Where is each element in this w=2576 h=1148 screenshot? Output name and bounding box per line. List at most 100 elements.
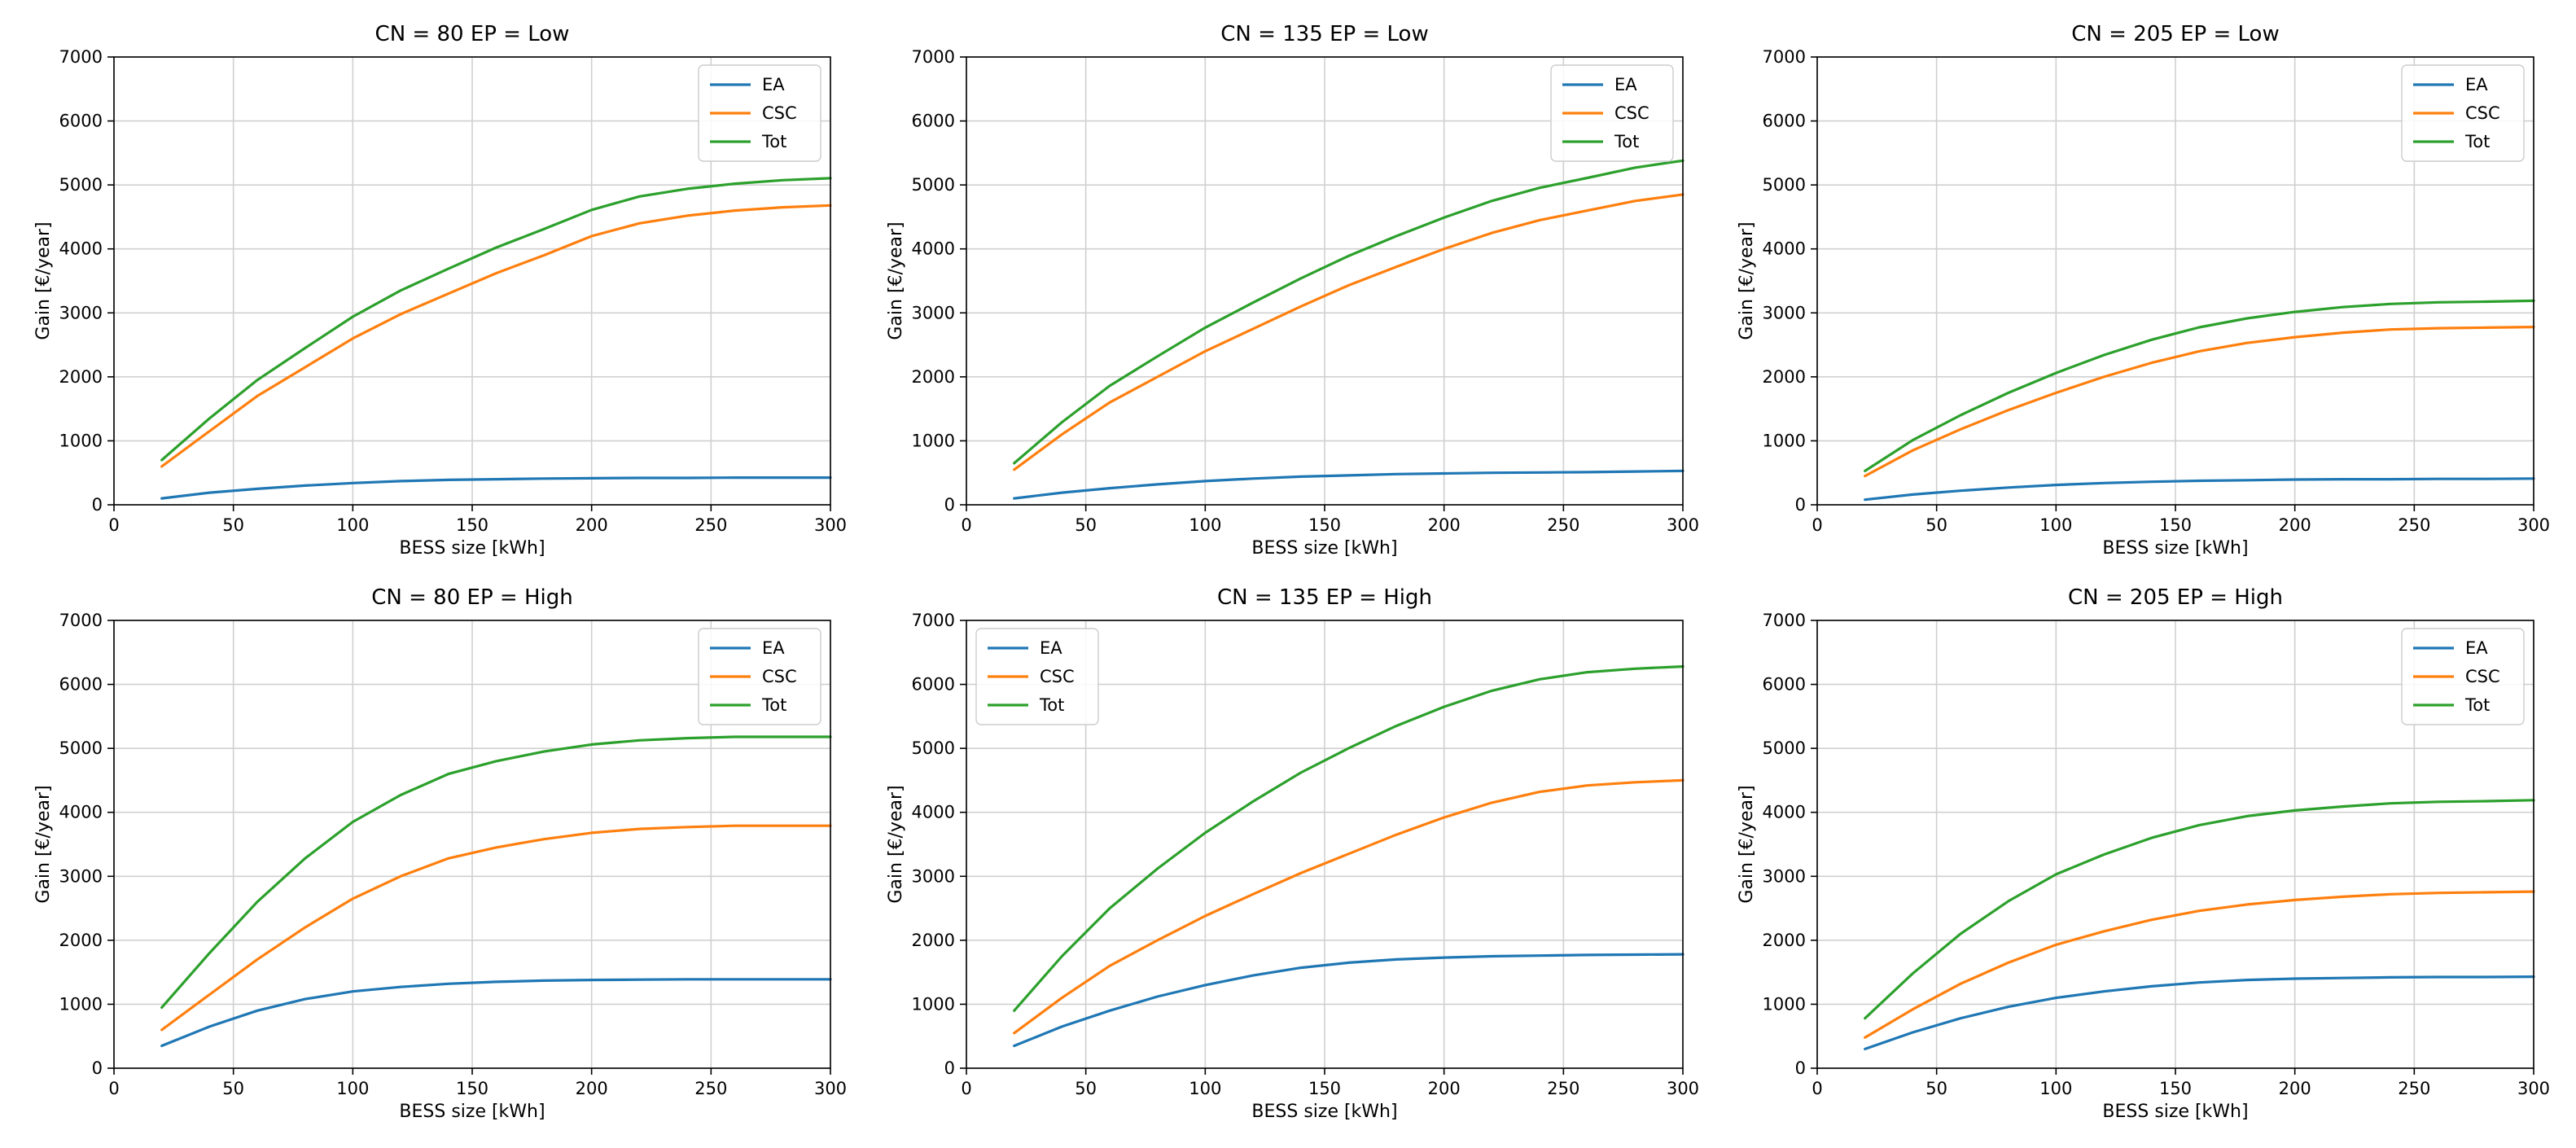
series-line-tot (1864, 299, 2535, 473)
series-line-tot (160, 735, 832, 1010)
legend-box (975, 628, 1099, 725)
y-axis-label: Gain [€/year] (886, 785, 906, 903)
y-tick-label: 2000 (912, 367, 955, 387)
subplot-6: 0 50 100 150 200 250 3000100020003000400050006… (1737, 585, 2550, 1122)
legend-label-ea: EA (2465, 75, 2488, 94)
series-line-tot (160, 177, 832, 462)
y-tick-label: 1000 (59, 994, 103, 1014)
y-tick-label: 3000 (59, 866, 103, 886)
x-tick-label: 250 (694, 515, 727, 535)
plot-frame (113, 56, 831, 506)
series-line-csc (1013, 193, 1684, 471)
y-tick-label: 7000 (1763, 47, 1806, 67)
x-tick-label: 100 (336, 515, 369, 535)
y-tick-label: 5000 (1763, 738, 1806, 758)
legend: EA CSC Tot (698, 64, 821, 162)
x-tick-label: 300 (814, 515, 847, 535)
legend-label-ea: EA (762, 638, 785, 658)
legend-label-ea: EA (1040, 638, 1062, 658)
x-tick-label: 50 (1075, 1079, 1097, 1098)
y-tick-label: 1000 (1763, 431, 1806, 450)
y-tick-label: 4000 (912, 239, 955, 259)
legend-label-csc: CSC (2465, 103, 2500, 123)
legend-label-tot: Tot (2464, 695, 2490, 715)
legend-label-ea: EA (2465, 638, 2488, 658)
legend-label-tot: Tot (2464, 132, 2490, 151)
x-tick-label: 200 (1428, 515, 1461, 535)
x-tick-label: 300 (1667, 515, 1699, 535)
legend-label-tot: Tot (761, 132, 786, 151)
legend-box (2401, 64, 2525, 162)
legend-label-csc: CSC (1614, 103, 1649, 123)
series-line-tot (1013, 159, 1684, 465)
x-tick-label: 300 (814, 1079, 847, 1098)
y-tick-label: 2000 (1763, 931, 1806, 950)
subplot-title: CN = 80 EP = Low (375, 22, 570, 46)
y-tick-label: 4000 (912, 803, 955, 822)
legend-label-tot: Tot (761, 695, 786, 715)
x-tick-label: 50 (1925, 515, 1947, 535)
plot-frame (1816, 56, 2534, 506)
legend-label-tot: Tot (1039, 695, 1064, 715)
y-tick-label: 2000 (912, 931, 955, 950)
x-tick-label: 50 (222, 1079, 244, 1098)
x-tick-label: 300 (1667, 1079, 1699, 1098)
y-tick-label: 0 (92, 495, 103, 515)
y-tick-label: 7000 (912, 611, 955, 630)
x-axis-label: BESS size [kWh] (399, 538, 545, 559)
series-line-csc (1013, 778, 1684, 1035)
x-tick-label: 150 (1308, 515, 1341, 535)
plot-frame (966, 56, 1684, 506)
x-tick-label: 250 (2398, 515, 2430, 535)
x-tick-label: 0 (108, 515, 119, 535)
y-tick-label: 6000 (1763, 112, 1806, 131)
subplot-title: CN = 80 EP = High (371, 585, 572, 610)
legend-box (698, 64, 821, 162)
x-tick-label: 150 (456, 1079, 488, 1098)
x-axis-label: BESS size [kWh] (1251, 538, 1397, 559)
x-tick-label: 100 (2039, 515, 2072, 535)
series-line-ea (1864, 975, 2535, 1051)
y-tick-label: 6000 (59, 112, 103, 131)
subplot-title: CN = 135 EP = High (1217, 585, 1432, 610)
subplot-4: 0 50 100 150 200 250 3000100020003000400050006… (33, 585, 847, 1122)
x-axis-label: BESS size [kWh] (2102, 1102, 2248, 1122)
x-tick-label: 0 (108, 1079, 119, 1098)
x-tick-label: 50 (222, 515, 244, 535)
legend: EA CSC Tot (698, 628, 821, 725)
subplot-1: 0 50 100 150 200 250 3000100020003000400050006… (33, 22, 847, 559)
legend: EA CSC Tot (2401, 64, 2525, 162)
x-tick-label: 0 (1812, 1079, 1822, 1098)
y-axis-label: Gain [€/year] (33, 221, 54, 340)
y-tick-label: 4000 (1763, 803, 1806, 822)
y-axis-label: Gain [€/year] (1737, 221, 1757, 340)
subplot-2: 0 50 100 150 200 250 3000100020003000400050006… (886, 22, 1699, 559)
y-tick-label: 0 (944, 495, 955, 515)
y-tick-label: 5000 (912, 738, 955, 758)
y-tick-label: 3000 (1763, 303, 1806, 322)
x-tick-label: 50 (1075, 515, 1097, 535)
legend-label-csc: CSC (762, 103, 797, 123)
y-tick-label: 5000 (59, 738, 103, 758)
x-tick-label: 250 (2398, 1079, 2430, 1098)
y-axis-label: Gain [€/year] (886, 221, 906, 340)
y-tick-label: 5000 (912, 175, 955, 195)
x-tick-label: 200 (576, 1079, 608, 1098)
y-tick-label: 0 (944, 1058, 955, 1078)
x-tick-label: 200 (576, 515, 608, 535)
x-tick-label: 0 (961, 515, 971, 535)
y-tick-label: 7000 (1763, 611, 1806, 630)
x-tick-label: 250 (1547, 1079, 1579, 1098)
legend-label-csc: CSC (2465, 667, 2500, 686)
x-tick-label: 100 (1189, 515, 1221, 535)
y-tick-label: 2000 (59, 367, 103, 387)
y-tick-label: 4000 (59, 803, 103, 822)
y-tick-label: 3000 (912, 866, 955, 886)
y-tick-label: 6000 (59, 675, 103, 694)
series-line-tot (1864, 799, 2535, 1020)
subplot-title: CN = 205 EP = High (2068, 585, 2283, 610)
legend: EA CSC Tot (975, 628, 1099, 725)
x-tick-label: 250 (1547, 515, 1579, 535)
legend: EA CSC Tot (1550, 64, 1674, 162)
